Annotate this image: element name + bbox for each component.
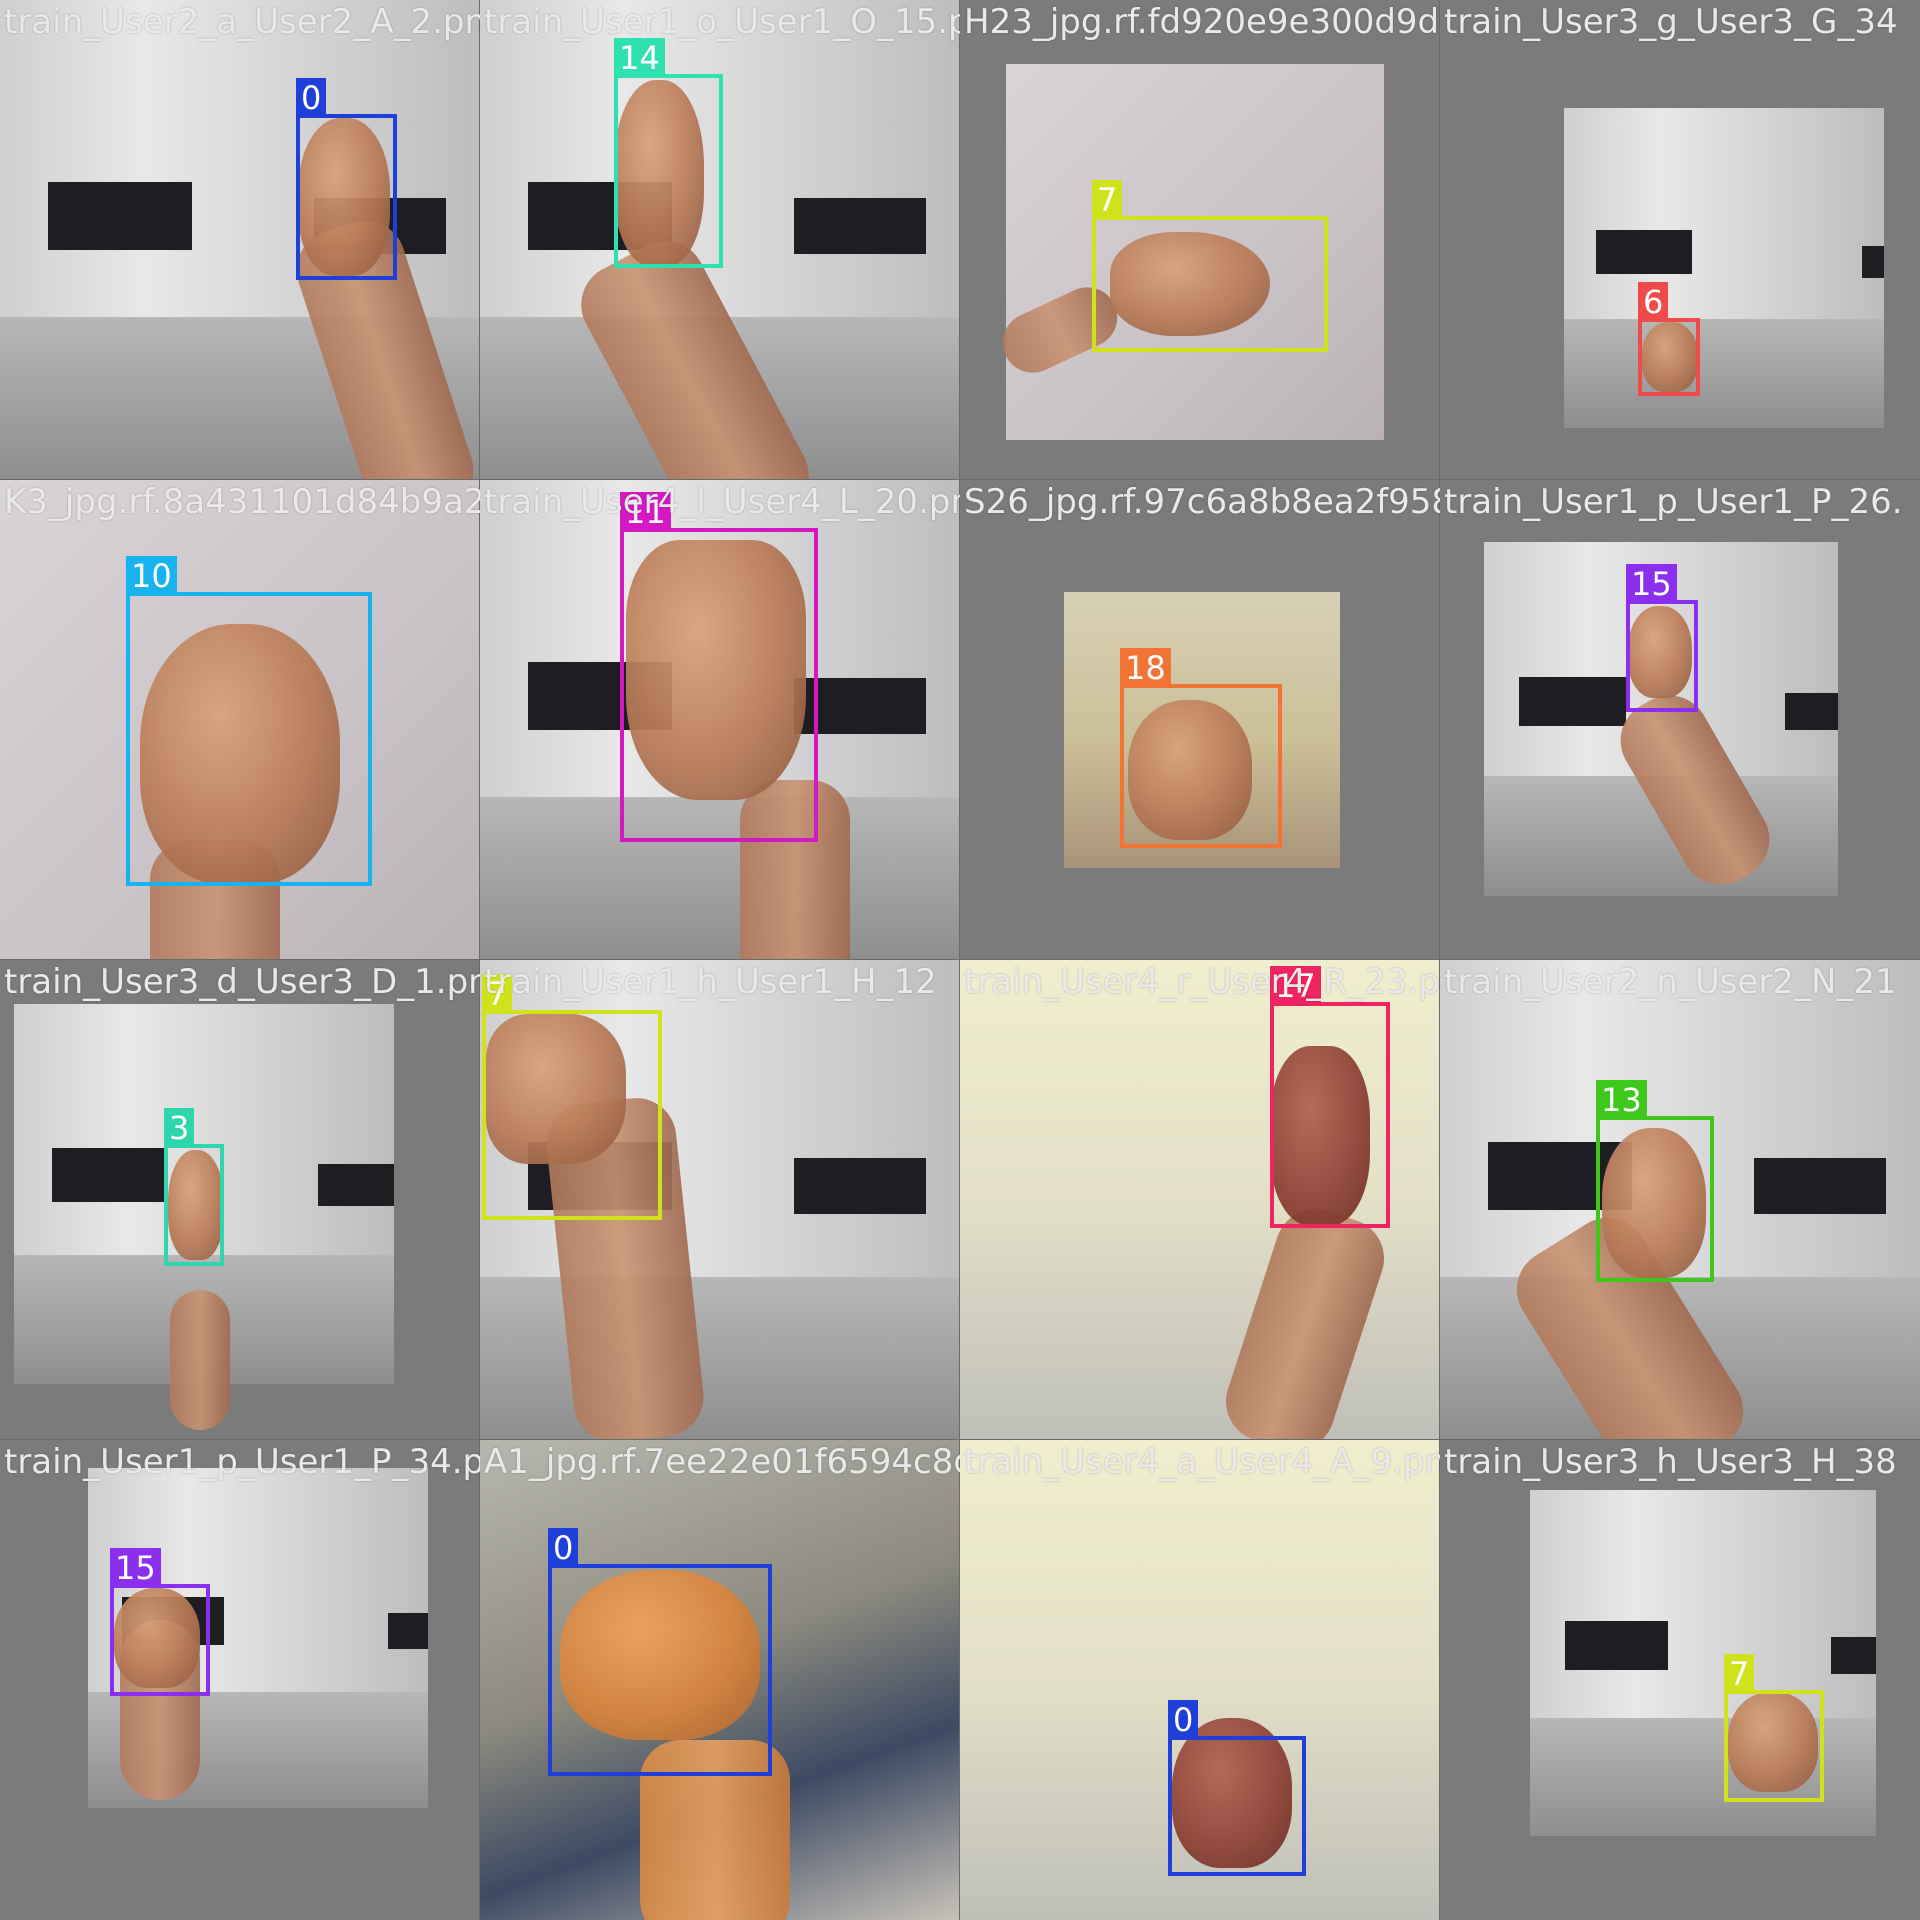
mosaic-tile: 7 H23_jpg.rf.fd920e9e300d9d5f80b33ec3a10… [959,0,1441,481]
bounding-box: 11 [620,492,818,842]
class-label: 7 [482,974,513,1014]
tile-filename: train_User1_p_User1_P_34.png [4,1442,480,1482]
hand-image [1628,606,1692,698]
class-label: 13 [1596,1080,1647,1120]
tile-filename: S26_jpg.rf.97c6a8b8ea2f9587a0a3bec7323 [964,482,1440,522]
bounding-box: 0 [296,78,397,280]
mosaic-tile: 6 train_User3_g_User3_G_34 [1439,0,1920,481]
tile-filename: train_User1_o_User1_O_15.png [484,2,960,42]
tile-filename: train_User1_h_User1_H_12 [484,962,937,1002]
mosaic-tile: 0 A1_jpg.rf.7ee22e01f6594c8dd1b5d38709f1 [479,1439,961,1920]
tile-photo [1530,1490,1876,1836]
class-label: 17 [1270,966,1321,1006]
bounding-box: 15 [1626,564,1698,712]
tile-filename: A1_jpg.rf.7ee22e01f6594c8dd1b5d38709f1 [484,1442,960,1482]
mosaic-tile: 7 train_User1_h_User1_H_12 [479,959,961,1441]
mosaic-tile: 10 K3_jpg.rf.8a431101d84b9a2545 [0,479,481,961]
bounding-box: 3 [164,1108,224,1266]
class-label: 3 [164,1108,195,1148]
mosaic-tile: 3 train_User3_d_User3_D_1.png [0,959,481,1441]
hand-image [1172,1718,1292,1868]
hand-image [1602,1128,1706,1278]
tile-photo [1564,108,1884,428]
bounding-box: 7 [1724,1654,1824,1802]
bounding-box: 10 [126,556,372,886]
bounding-box: 18 [1120,648,1282,848]
class-label: 0 [296,78,327,118]
hand-image [614,80,704,266]
mosaic-tile: 11 train_User4_l_User4_L_20.png [479,479,961,961]
hand-image [626,540,806,800]
bounding-box: 0 [1168,1700,1306,1876]
tile-filename: train_User4_r_User4_R_23.png [964,962,1440,1002]
tile-filename: train_User4_l_User4_L_20.png [484,482,960,522]
bounding-box: 15 [110,1548,210,1696]
bounding-box: 6 [1638,282,1700,396]
bounding-box: 7 [1092,180,1328,352]
hand-image [1110,232,1270,336]
class-label: 7 [1724,1654,1755,1694]
tile-filename: train_User2_a_User2_A_2.png [4,2,480,42]
class-label: 15 [110,1548,161,1588]
mosaic-tile: 15 train_User1_p_User1_P_34.png [0,1439,481,1920]
bounding-box: 13 [1596,1080,1714,1282]
class-label: 11 [620,492,671,532]
hand-image [168,1150,224,1260]
tile-filename: train_User4_a_User4_A_9.png [964,1442,1440,1482]
mosaic-tile: 17 train_User4_r_User4_R_23.png [959,959,1441,1441]
arm-image [640,1740,790,1920]
mosaic-tile: 13 train_User2_n_User2_N_21 [1439,959,1920,1441]
class-label: 0 [1168,1700,1199,1740]
hand-image [1128,700,1252,840]
bounding-box: 0 [548,1528,772,1776]
hand-image [1728,1692,1818,1792]
tile-filename: train_User3_g_User3_G_34 [1444,2,1898,42]
arm-image [740,780,850,960]
hand-image [1642,322,1698,392]
class-label: 10 [126,556,177,596]
class-label: 18 [1120,648,1171,688]
class-label: 0 [548,1528,579,1568]
class-label: 6 [1638,282,1669,322]
tile-filename: train_User3_h_User3_H_38 [1444,1442,1897,1482]
hand-image [140,624,340,884]
class-label: 14 [614,38,665,78]
hand-image [1270,1046,1370,1226]
mosaic-tile: 15 train_User1_p_User1_P_26. [1439,479,1920,961]
bounding-box: 17 [1270,966,1390,1228]
hand-image [486,1014,626,1164]
arm-image [170,1290,230,1430]
tile-filename: train_User3_d_User3_D_1.png [4,962,480,1002]
hand-image [114,1588,200,1688]
tile-filename: K3_jpg.rf.8a431101d84b9a2545 [4,482,480,522]
class-label: 15 [1626,564,1677,604]
mosaic-tile: 0 train_User4_a_User4_A_9.png [959,1439,1441,1920]
tile-filename: train_User1_p_User1_P_26. [1444,482,1903,522]
mosaic-tile: 7 train_User3_h_User3_H_38 [1439,1439,1920,1920]
tile-filename: train_User2_n_User2_N_21 [1444,962,1897,1002]
tile-filename: H23_jpg.rf.fd920e9e300d9d5f80b33ec3a10U3 [964,2,1440,42]
hand-image [298,118,390,276]
mosaic-tile: 0 train_User2_a_User2_A_2.png [0,0,481,481]
mosaic-tile: 18 S26_jpg.rf.97c6a8b8ea2f9587a0a3bec732… [959,479,1441,961]
bounding-box: 7 [482,974,662,1220]
bounding-box: 14 [614,38,723,268]
mosaic-tile: 14 train_User1_o_User1_O_15.png [479,0,961,481]
class-label: 7 [1092,180,1123,220]
hand-image [560,1570,760,1740]
